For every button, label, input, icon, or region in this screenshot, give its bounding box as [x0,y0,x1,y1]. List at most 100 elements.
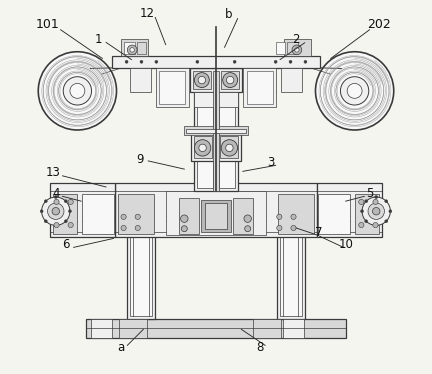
Bar [194,73,238,191]
Circle shape [389,210,392,213]
Bar [91,319,111,338]
Bar [247,71,273,104]
Circle shape [41,197,70,226]
Circle shape [372,208,380,215]
Circle shape [291,214,296,220]
Circle shape [135,214,140,220]
Text: b: b [226,8,233,21]
Bar [130,68,151,92]
Bar [253,319,281,338]
Circle shape [362,197,391,226]
Bar [50,183,115,237]
Bar [86,319,346,338]
Bar [318,194,350,234]
Text: 12: 12 [140,7,155,20]
Circle shape [368,203,384,220]
Circle shape [226,76,234,84]
Bar [184,126,248,135]
Bar [121,39,148,56]
Circle shape [121,214,126,220]
Text: 101: 101 [36,18,60,31]
Circle shape [64,220,67,223]
Circle shape [291,226,296,231]
Text: 3: 3 [267,156,275,169]
Circle shape [375,196,378,199]
Circle shape [68,199,73,205]
Circle shape [155,60,158,63]
Bar [197,76,213,188]
Circle shape [198,76,206,84]
Circle shape [226,144,233,151]
Circle shape [304,60,307,63]
Circle shape [244,215,251,223]
Bar [277,231,305,319]
Bar [156,68,189,107]
Bar [190,68,242,92]
Text: 13: 13 [46,166,60,179]
Bar [355,194,379,234]
Bar [283,319,304,338]
Text: 7: 7 [315,226,322,239]
Circle shape [135,226,140,231]
Circle shape [277,226,282,231]
Circle shape [38,52,117,130]
Circle shape [245,226,251,232]
Circle shape [130,47,134,52]
Bar [193,71,211,89]
Circle shape [54,196,57,199]
Bar [111,56,321,68]
Bar [280,234,302,316]
Circle shape [54,199,59,205]
Circle shape [63,77,92,105]
Circle shape [196,60,199,63]
Bar [243,68,276,107]
Circle shape [315,52,394,130]
Bar [124,42,135,53]
Text: 1: 1 [95,33,102,46]
Circle shape [292,45,302,55]
Circle shape [121,226,126,231]
Text: 6: 6 [63,238,70,251]
Bar [233,198,253,234]
Bar [82,194,114,234]
Bar [115,183,317,237]
Circle shape [127,45,137,55]
Bar [179,198,199,234]
Circle shape [385,220,388,223]
Circle shape [181,226,187,232]
Circle shape [68,223,73,228]
Bar [118,194,154,234]
Bar [119,319,147,338]
Circle shape [54,223,59,228]
Bar [219,76,235,188]
Circle shape [181,215,188,223]
Bar [127,231,155,319]
Bar [159,71,185,104]
Text: 4: 4 [53,187,60,200]
Circle shape [365,220,368,223]
Bar [220,136,238,158]
Text: 202: 202 [367,18,391,31]
Circle shape [385,200,388,203]
Text: 10: 10 [338,238,353,251]
Circle shape [54,224,57,227]
Circle shape [233,60,236,63]
Text: 9: 9 [136,153,143,166]
Circle shape [295,47,299,52]
Text: 5: 5 [366,187,373,200]
Circle shape [289,60,292,63]
Bar [186,129,246,133]
Bar [281,68,302,92]
Circle shape [274,60,277,63]
Circle shape [70,83,85,98]
Bar [166,191,266,236]
Circle shape [361,210,364,213]
Bar [284,39,311,56]
Circle shape [44,200,47,203]
Bar [205,203,227,229]
Circle shape [340,77,369,105]
Bar [191,133,241,161]
Bar [287,42,298,53]
Circle shape [52,208,60,215]
Circle shape [223,73,238,88]
